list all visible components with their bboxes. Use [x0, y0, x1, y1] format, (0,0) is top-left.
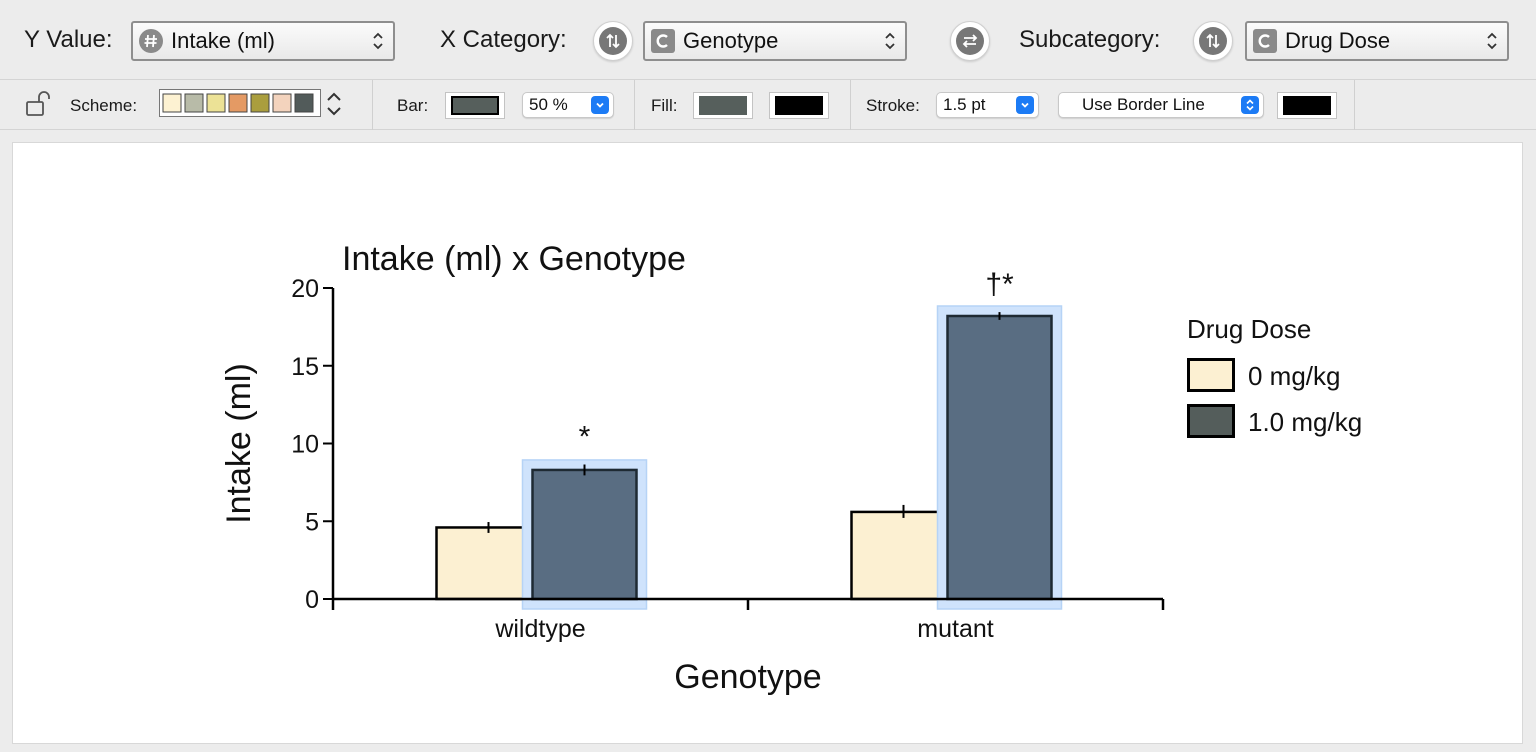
bar-color-swatch: [451, 96, 499, 115]
divider: [1354, 80, 1355, 130]
scheme-color-swatch: [272, 93, 292, 113]
x-category-label: X Category:: [440, 26, 567, 53]
border-color-well[interactable]: [1277, 92, 1337, 119]
subcategory-label: Subcategory:: [1019, 26, 1161, 53]
scheme-color-swatch: [228, 93, 248, 113]
dropdown-chevron-icon: [1016, 96, 1034, 114]
fill-color-well-2[interactable]: [769, 92, 829, 119]
chevron-updown-icon: [1485, 31, 1499, 51]
updown-chevron-icon: [1241, 96, 1259, 114]
subcategory-text: Drug Dose: [1285, 28, 1391, 53]
y-value-text: Intake (ml): [171, 28, 275, 53]
divider: [634, 80, 635, 130]
scheme-color-swatch: [250, 93, 270, 113]
chevron-updown-icon: [883, 31, 897, 51]
category-column-icon: [651, 29, 675, 53]
fill-color-well[interactable]: [693, 92, 753, 119]
chevron-updown-icon: [371, 31, 385, 51]
divider: [850, 80, 851, 130]
numeric-column-icon: [139, 29, 163, 53]
swap-horizontal-icon: [956, 27, 984, 55]
stroke-label: Stroke:: [866, 96, 920, 115]
scheme-color-swatch: [206, 93, 226, 113]
border-mode-text: Use Border Line: [1082, 95, 1205, 114]
scheme-color-swatch: [162, 93, 182, 113]
scheme-color-swatch: [184, 93, 204, 113]
subcategory-select[interactable]: Drug Dose: [1245, 21, 1509, 61]
fill-label: Fill:: [651, 96, 678, 115]
top-toolbar: Y Value: Intake (ml) X Category: Genotyp…: [0, 0, 1536, 80]
stroke-width-text: 1.5 pt: [943, 95, 986, 114]
bar-width-select[interactable]: 50 %: [522, 92, 614, 118]
border-color-swatch: [1283, 96, 1331, 115]
scheme-swatch-row: [162, 93, 314, 113]
y-value-label: Y Value:: [24, 26, 113, 53]
bar-label: Bar:: [397, 96, 429, 115]
style-toolbar: Scheme: Bar: 50 % Fill: Stroke: 1.5 pt U…: [0, 80, 1536, 130]
swap-vertical-icon: [1199, 27, 1227, 55]
chart-canvas[interactable]: [12, 142, 1523, 744]
legend-swatch-0: [1187, 358, 1235, 392]
sub-swap-order-button[interactable]: [1193, 21, 1233, 61]
scheme-stepper-icon[interactable]: [326, 90, 342, 123]
fill-color-swatch-2: [775, 96, 823, 115]
swap-axes-button[interactable]: [950, 21, 990, 61]
legend-title: Drug Dose: [1187, 314, 1312, 344]
legend-label-1: 1.0 mg/kg: [1248, 407, 1363, 437]
scheme-color-swatch: [294, 93, 314, 113]
fill-color-swatch: [699, 96, 747, 115]
divider: [372, 80, 373, 130]
scheme-swatches[interactable]: [159, 89, 321, 117]
unlock-icon[interactable]: [25, 90, 55, 123]
border-mode-select[interactable]: Use Border Line: [1058, 92, 1264, 118]
stroke-width-select[interactable]: 1.5 pt: [936, 92, 1039, 118]
x-swap-order-button[interactable]: [593, 21, 633, 61]
bar-color-well[interactable]: [445, 92, 505, 119]
dropdown-chevron-icon: [591, 96, 609, 114]
chart-title[interactable]: Intake (ml) x Genotype: [342, 240, 686, 278]
swap-vertical-icon: [599, 27, 627, 55]
y-value-select[interactable]: Intake (ml): [131, 21, 395, 61]
scheme-label: Scheme:: [70, 96, 138, 115]
bar-width-text: 50 %: [529, 95, 568, 114]
x-category-select[interactable]: Genotype: [643, 21, 907, 61]
x-category-text: Genotype: [683, 28, 779, 53]
legend-swatch-1: [1187, 404, 1235, 438]
legend-label-0: 0 mg/kg: [1248, 361, 1341, 391]
category-column-icon: [1253, 29, 1277, 53]
